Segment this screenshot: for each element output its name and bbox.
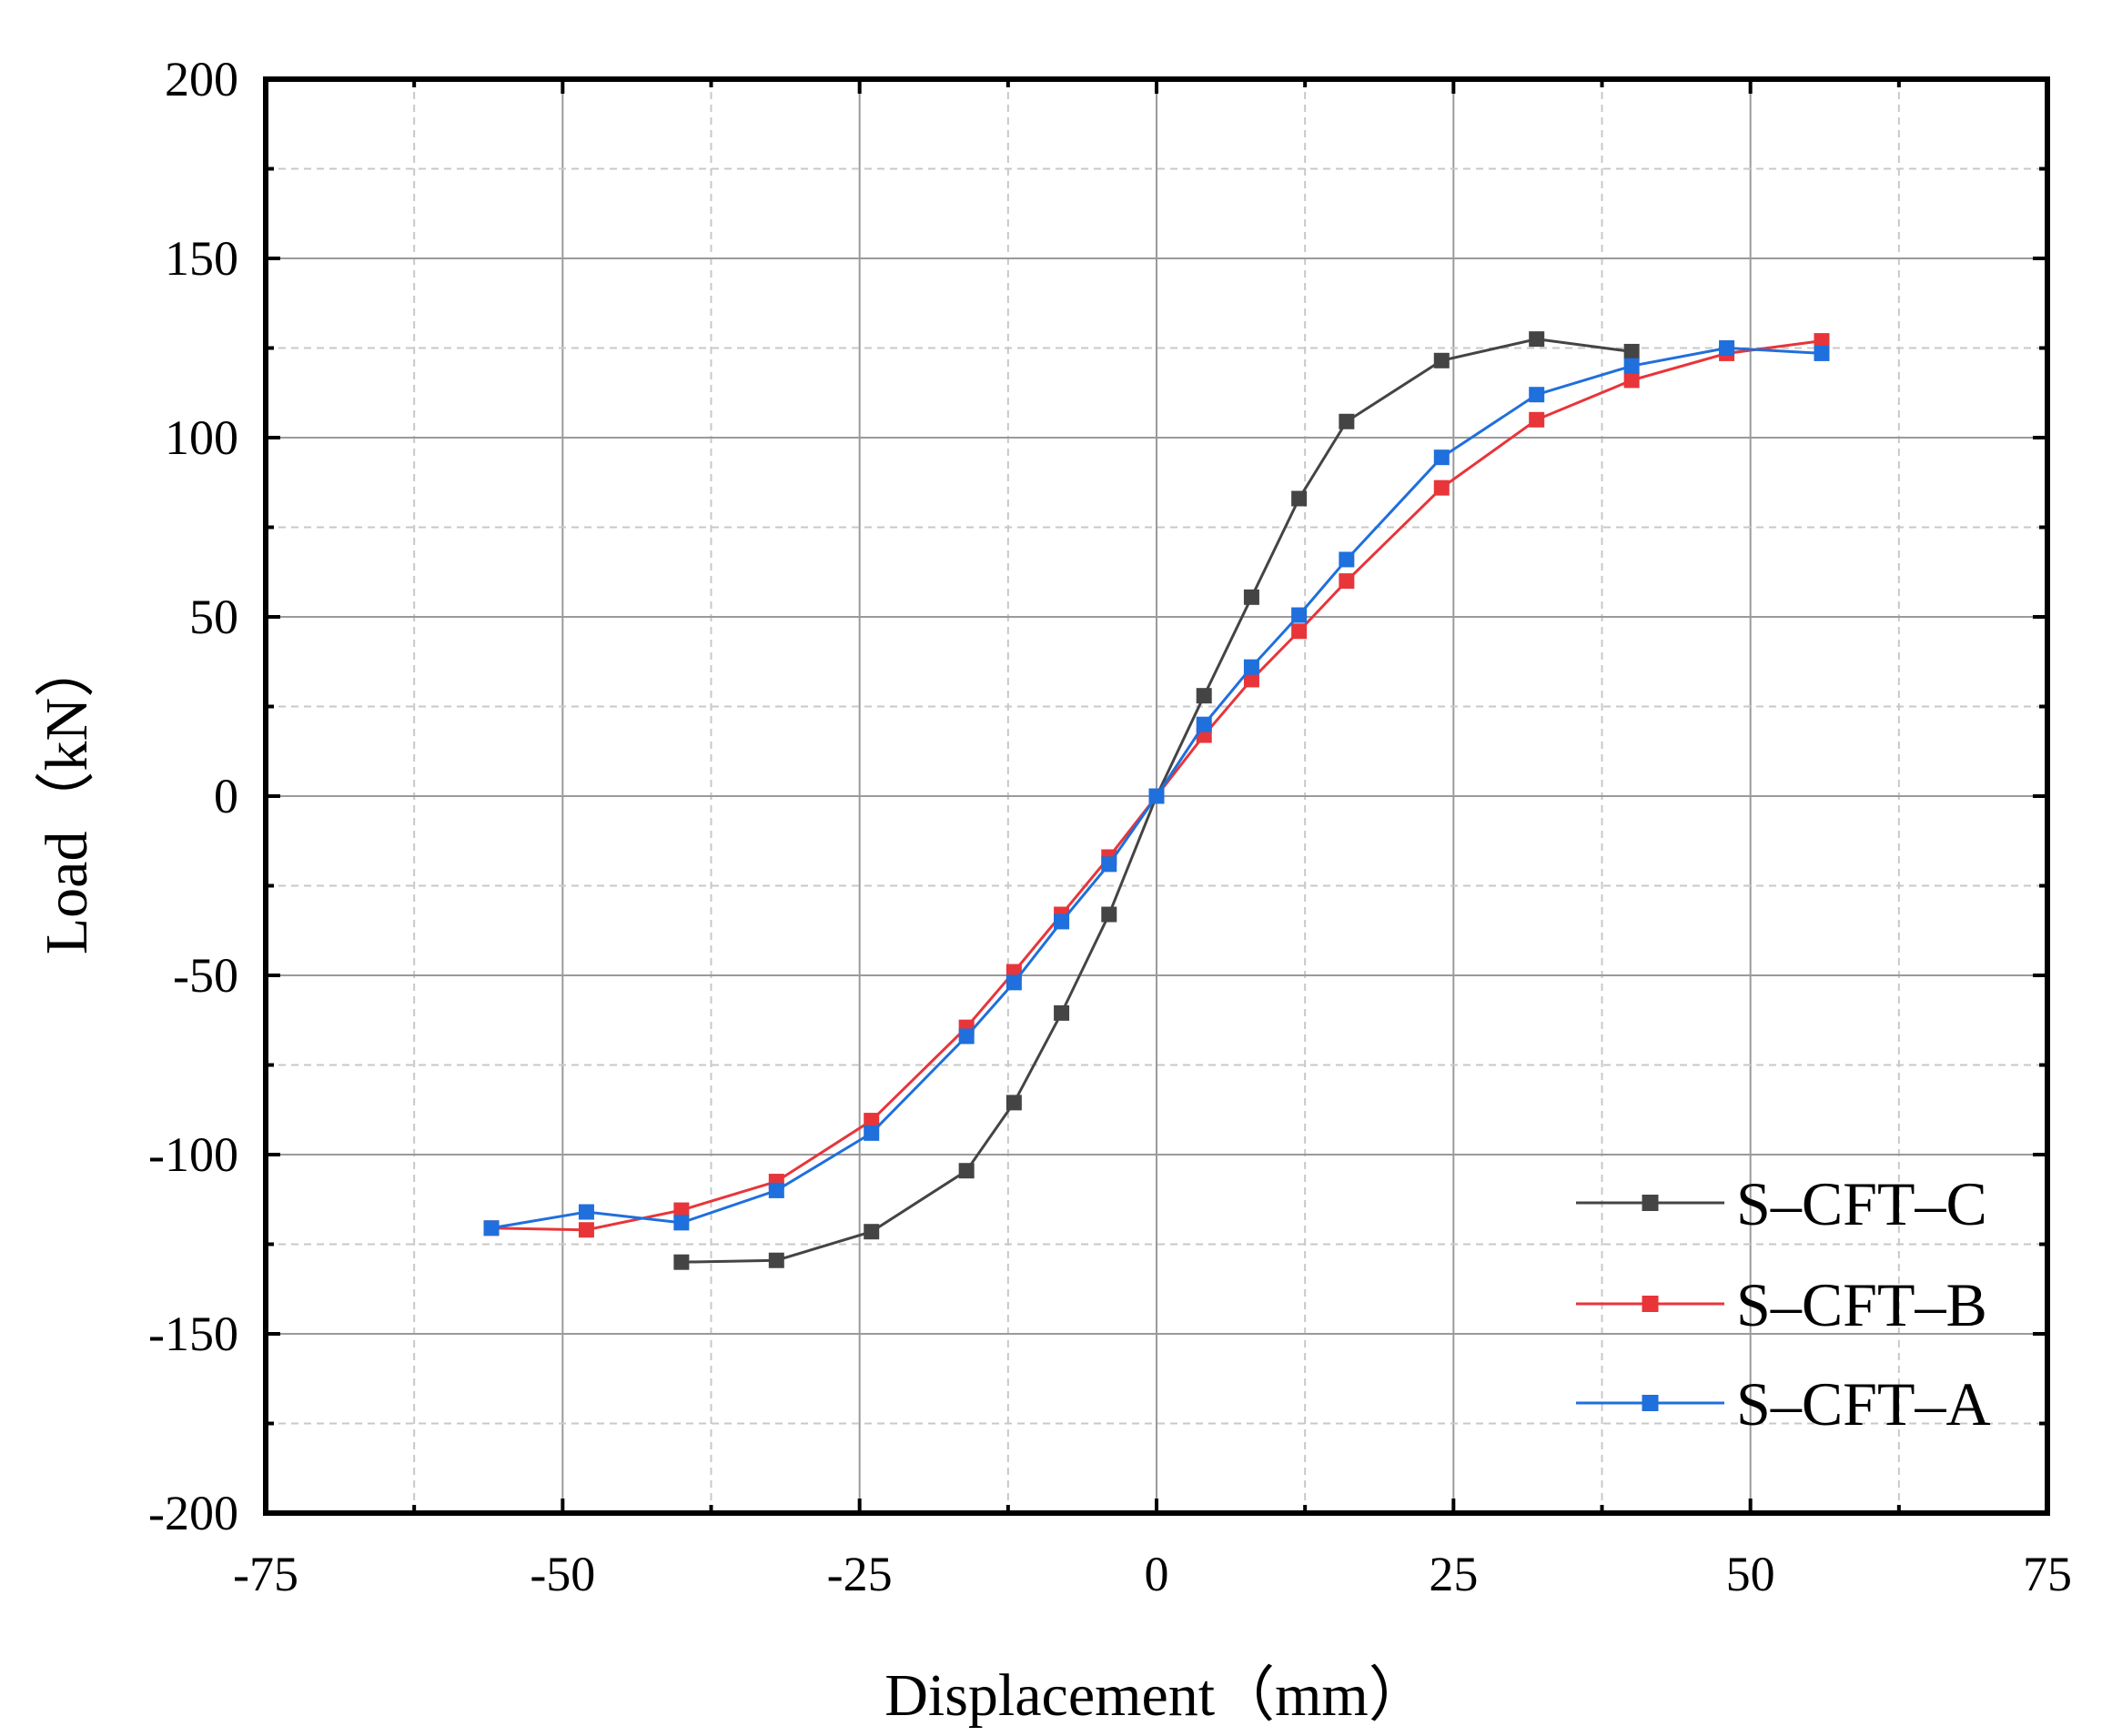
data-point xyxy=(1623,343,1640,359)
data-point xyxy=(1005,1095,1022,1111)
data-point xyxy=(1196,716,1212,732)
data-point xyxy=(1433,352,1450,368)
data-point xyxy=(958,1028,975,1045)
x-tick-label: 0 xyxy=(1145,1547,1169,1601)
data-point xyxy=(1243,589,1259,605)
legend-item: S–CFT–C xyxy=(1576,1169,1987,1238)
data-point xyxy=(1291,607,1308,623)
x-tick-labels: -75 -50 -25 0 25 50 75 xyxy=(233,1547,2072,1601)
series-group xyxy=(483,331,1830,1270)
data-point xyxy=(483,1220,500,1236)
data-point xyxy=(1291,623,1308,640)
series-3 xyxy=(483,340,1830,1236)
data-point xyxy=(1433,449,1450,466)
legend-label: S–CFT–B xyxy=(1736,1270,1987,1339)
legend-marker xyxy=(1642,1296,1659,1312)
data-point xyxy=(578,1204,594,1220)
y-tick-label: 200 xyxy=(165,52,238,106)
data-point xyxy=(1529,411,1545,428)
legend-label: S–CFT–A xyxy=(1736,1369,1991,1438)
data-point xyxy=(768,1182,784,1198)
data-point xyxy=(864,1113,880,1129)
plot-frame xyxy=(263,76,2050,1516)
data-point xyxy=(1529,331,1545,348)
data-point xyxy=(1054,1004,1070,1021)
data-point xyxy=(1623,372,1640,389)
data-point xyxy=(1339,551,1355,568)
legend: S–CFT–C S–CFT–B S–CFT–A xyxy=(1576,1169,1991,1438)
data-point xyxy=(1054,913,1070,930)
legend-label: S–CFT–C xyxy=(1736,1169,1987,1238)
data-point xyxy=(1339,413,1355,429)
data-point xyxy=(1243,671,1259,688)
data-point xyxy=(673,1202,690,1218)
data-point xyxy=(864,1125,880,1141)
data-point xyxy=(1814,345,1830,361)
data-point xyxy=(1529,387,1545,403)
x-tick-label: -75 xyxy=(233,1547,298,1601)
data-point xyxy=(673,1254,690,1270)
data-point xyxy=(958,1163,975,1179)
x-tick-label: -50 xyxy=(530,1547,595,1601)
legend-marker xyxy=(1642,1395,1659,1411)
legend-marker xyxy=(1642,1195,1659,1211)
y-tick-label: 0 xyxy=(214,769,238,823)
y-tick-label: -200 xyxy=(148,1486,238,1540)
x-tick-label: 75 xyxy=(2023,1547,2072,1601)
data-point xyxy=(578,1222,594,1238)
data-point xyxy=(1719,340,1735,356)
x-tick-label: 50 xyxy=(1726,1547,1775,1601)
data-point xyxy=(1148,788,1165,804)
data-point xyxy=(1243,659,1259,675)
data-point xyxy=(673,1215,690,1231)
data-point xyxy=(1339,573,1355,590)
data-point xyxy=(1291,490,1308,507)
legend-item: S–CFT–B xyxy=(1576,1270,1987,1339)
data-point xyxy=(1814,333,1830,349)
data-point xyxy=(1101,856,1117,873)
y-tick-label: 50 xyxy=(189,590,238,644)
x-tick-label: -25 xyxy=(827,1547,893,1601)
x-axis-label: Displacement（mm） xyxy=(884,1662,1429,1729)
data-point xyxy=(1005,974,1022,991)
data-point xyxy=(1196,688,1212,704)
y-tick-label: -100 xyxy=(148,1127,238,1182)
data-point xyxy=(864,1224,880,1240)
y-tick-label: -150 xyxy=(148,1307,238,1361)
data-point xyxy=(768,1252,784,1268)
y-axis-label: Load（kN） xyxy=(34,638,100,954)
y-tick-labels: -200 -150 -100 -50 0 50 100 150 200 xyxy=(148,52,238,1540)
x-tick-label: 25 xyxy=(1429,1547,1478,1601)
y-tick-label: 100 xyxy=(165,410,238,465)
data-point xyxy=(1623,358,1640,374)
data-point xyxy=(1433,479,1450,496)
data-point xyxy=(1101,906,1117,923)
legend-item: S–CFT–A xyxy=(1576,1369,1991,1438)
y-tick-label: 150 xyxy=(165,231,238,286)
y-tick-label: -50 xyxy=(173,948,238,1003)
